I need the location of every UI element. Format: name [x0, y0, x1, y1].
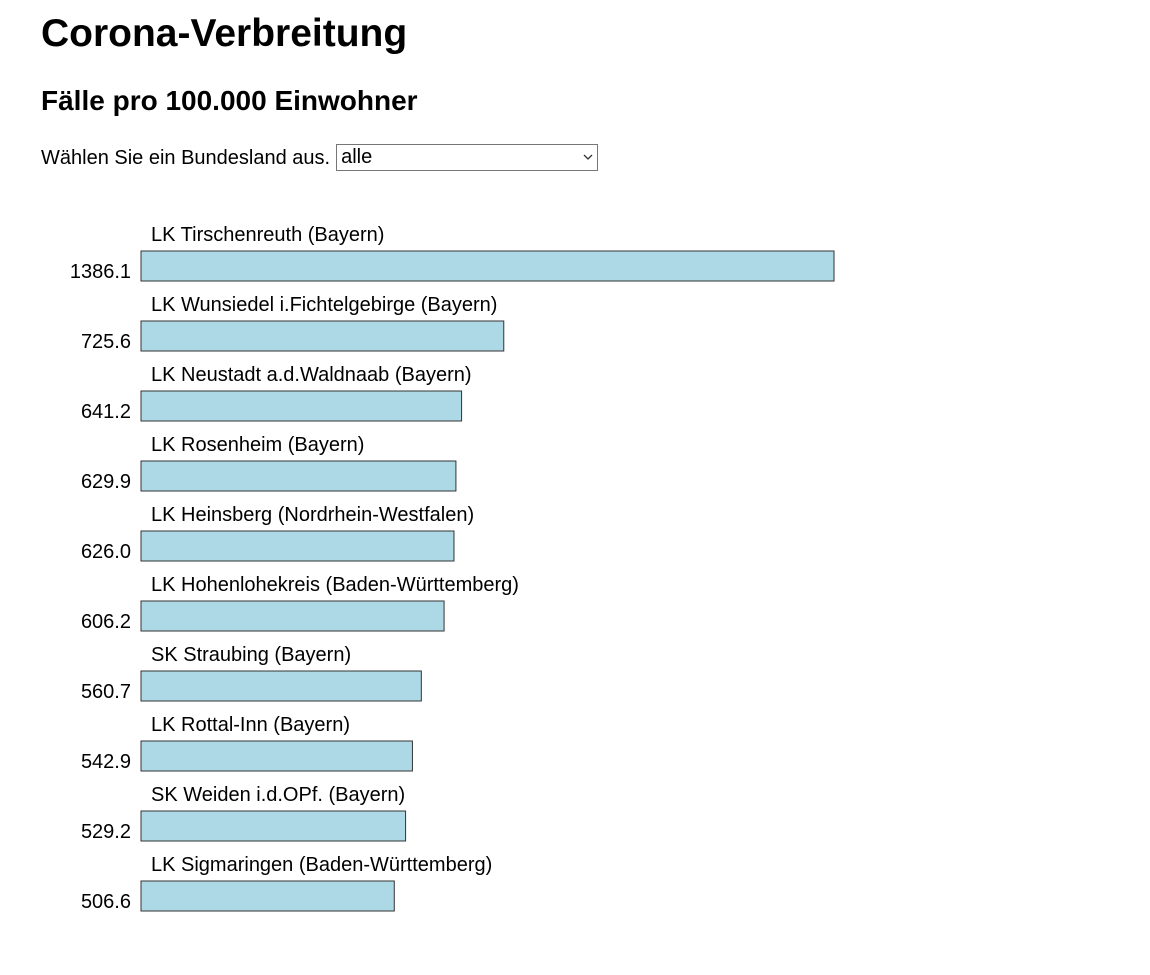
state-select-value: alle: [341, 146, 373, 168]
category-label: LK Neustadt a.d.Waldnaab (Bayern): [151, 364, 472, 386]
bar: [140, 600, 445, 632]
category-label: LK Wunsiedel i.Fichtelgebirge (Bayern): [151, 294, 497, 316]
chevron-down-icon: [583, 154, 593, 160]
category-label: SK Weiden i.d.OPf. (Bayern): [151, 784, 405, 806]
state-filter: Wählen Sie ein Bundesland aus. alle: [41, 144, 599, 171]
bar: [140, 670, 422, 702]
value-label: 1386.1: [70, 261, 131, 283]
value-label: 725.6: [81, 331, 131, 353]
category-label: LK Rottal-Inn (Bayern): [151, 714, 350, 736]
bar-chart-svg: LK Tirschenreuth (Bayern) 1386.1 LK Wunsie…: [70, 224, 835, 913]
state-select-label: Wählen Sie ein Bundesland aus.: [41, 146, 331, 169]
value-label: 629.9: [81, 471, 131, 493]
category-label: LK Rosenheim (Bayern): [151, 434, 364, 456]
value-label: 542.9: [81, 751, 131, 773]
category-label: LK Hohenlohekreis (Baden-Württemberg): [151, 574, 519, 596]
page-title: Corona-Verbreitung: [41, 12, 408, 55]
value-label: 506.6: [81, 891, 131, 913]
value-label: 606.2: [81, 611, 131, 633]
category-label: SK Straubing (Bayern): [151, 644, 351, 666]
category-label: LK Tirschenreuth (Bayern): [151, 224, 384, 246]
bar: [140, 880, 395, 912]
bar: [140, 530, 455, 562]
category-label: LK Sigmaringen (Baden-Württemberg): [151, 854, 492, 876]
value-label: 641.2: [81, 401, 131, 423]
bar-chart: LK Tirschenreuth (Bayern) 1386.1 LK Wunsie…: [0, 190, 1150, 935]
bar: [140, 250, 835, 282]
bar: [140, 390, 463, 422]
value-label: 626.0: [81, 541, 131, 563]
bar: [140, 740, 413, 772]
bar: [140, 320, 505, 352]
category-label: LK Heinsberg (Nordrhein-Westfalen): [151, 504, 474, 526]
value-label: 529.2: [81, 821, 131, 843]
value-label: 560.7: [81, 681, 131, 703]
chart-subtitle: Fälle pro 100.000 Einwohner: [41, 85, 418, 116]
state-select[interactable]: alle: [336, 144, 599, 171]
bar: [140, 460, 457, 492]
bar: [140, 810, 407, 842]
